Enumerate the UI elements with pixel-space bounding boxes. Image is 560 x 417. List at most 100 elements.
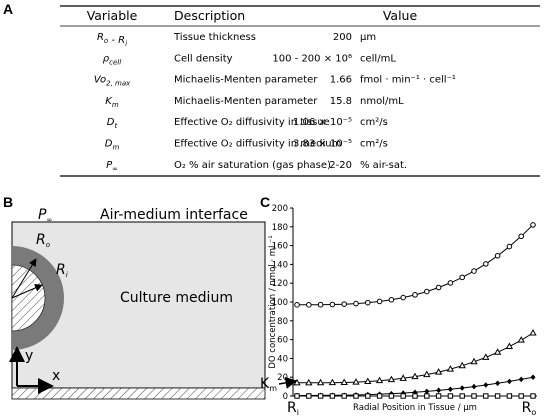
description: Michaelis-Menten parameter [174,96,318,107]
marker [329,393,336,399]
marker [340,378,348,385]
marker [530,222,536,228]
text-part: R [36,232,46,248]
marker [458,361,466,369]
marker [434,368,443,375]
marker [518,233,525,240]
marker [506,378,512,385]
text-part: - R [108,35,125,46]
marker [447,280,454,286]
marker [388,296,395,303]
text-part: D [107,117,115,128]
marker [435,284,442,291]
axis-label: x [52,368,60,384]
table-body: Ro - Ri Tissue thickness 200 µm ρcell Cell de… [94,32,456,173]
marker [399,374,407,381]
description: Michaelis-Menten parameter [174,75,318,86]
marker [317,301,324,308]
subscript: m [112,101,119,109]
marker [387,375,396,383]
text-part: R [97,32,104,43]
marker [316,378,325,386]
unit: % air-sat. [360,160,407,171]
marker [470,357,478,365]
value: 1.06 × 10⁻⁵ [293,117,352,128]
unit: cm²/s [360,139,388,150]
marker [493,348,502,355]
marker [446,365,455,372]
y-tick-label: 80 [277,317,288,327]
marker [482,353,490,360]
marker [329,301,336,308]
marker [495,380,501,387]
marker [388,393,395,399]
marker [376,298,383,305]
subscript: i [297,408,299,417]
unit: cm²/s [360,117,388,128]
marker [447,393,454,399]
description: Tissue thickness [173,32,256,43]
ro-label: Ro [36,232,50,249]
annotation-arrow [278,376,298,389]
subscript: ∞ [112,165,118,173]
description: Effective O₂ diffusivity in tissue [174,117,330,128]
text-part: K [260,376,270,392]
marker [294,393,300,399]
panel-label: A [3,1,13,17]
marker [435,393,442,399]
interface-label: Air-medium interface [100,207,248,223]
marker [376,393,383,399]
y-tick-label: 180 [272,223,288,233]
marker [400,393,406,399]
marker [518,376,524,383]
text-part: R [522,400,532,416]
subscript: cell [109,58,121,66]
text-part: P [38,207,47,223]
subscript: i [125,40,127,48]
marker [424,388,430,395]
subscript: ∞ [46,216,52,224]
marker [483,393,489,399]
tissue-core [11,264,46,332]
x-tick-label: Ri [287,400,299,417]
value: 15.8 [330,96,352,107]
y-tick-label: 0 [283,392,288,402]
subscript: m [269,384,277,393]
y-tick-label: 60 [277,336,288,346]
radius-arrow [11,258,37,299]
marker [518,393,524,399]
subscript: o [104,37,108,45]
marker [294,302,300,308]
marker [471,383,477,390]
text-part: K [105,96,113,107]
axis-label: y [25,348,33,364]
text-part: R [287,400,297,416]
subscript: o [531,408,536,417]
chart: 0 20 40 60 80 100 120 140 160 180 200 DO concentrat… [260,204,537,417]
marker [317,393,324,399]
marker [483,382,489,388]
y-tick-label: 120 [272,279,288,289]
value: 3.83 × 10⁻⁵ [293,139,352,150]
value: 1.66 [330,75,352,86]
subscript: 2, max [106,80,131,88]
marker [530,374,536,380]
description: Effective O₂ diffusivity in medium [174,139,341,150]
marker [506,393,513,399]
marker [423,370,431,378]
unit: fmol · min⁻¹ · cell⁻¹ [360,75,456,86]
panel-label: B [3,194,13,210]
y-tick-label: 20 [277,373,288,383]
marker [328,378,337,386]
table-header: Value [383,8,418,23]
variable: Dt [107,117,118,130]
marker [529,328,537,336]
value: 200 [333,32,352,43]
ri-label: Ri [56,262,68,279]
marker [483,261,489,267]
text-part: R [56,262,66,278]
text-part: D [105,139,113,150]
marker [424,393,430,399]
radius-arrow [11,284,43,299]
panel-label: C [260,194,270,210]
